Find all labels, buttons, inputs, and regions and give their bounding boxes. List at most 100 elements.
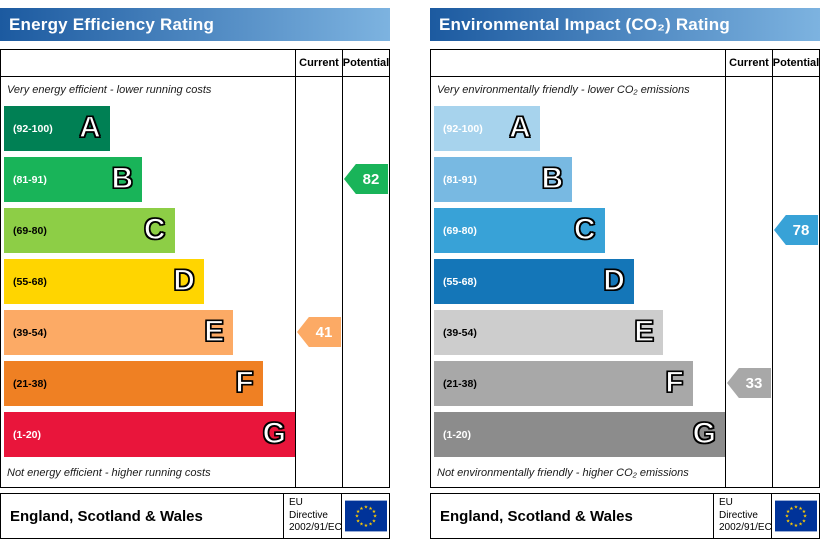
energy-region-label: England, Scotland & Wales [10, 507, 203, 525]
co2-band-bar-g: (1-20) G [434, 412, 725, 457]
co2-current-column-header: Current [725, 50, 772, 77]
svg-text:★: ★ [359, 506, 364, 512]
eu-flag-icon: ★ ★ ★★ ★★ ★★ ★★ ★★ [344, 500, 387, 532]
co2-potential-column: 78 [772, 77, 819, 487]
co2-potential-pointer: 78 [774, 215, 818, 245]
energy-potential-column: 82 [342, 77, 389, 487]
energy-band-bar-g: (1-20) G [4, 412, 295, 457]
band-range-label: (21-38) [443, 377, 477, 390]
svg-text:★: ★ [793, 523, 798, 529]
band-letter: E [204, 314, 225, 348]
energy-footer: England, Scotland & Wales EU Directive 2… [0, 493, 390, 539]
svg-text:★: ★ [798, 506, 803, 512]
svg-text:★: ★ [355, 518, 360, 524]
eu-directive-line1: EU Directive [289, 497, 328, 521]
band-letter: C [573, 212, 596, 246]
co2-eu-directive: EU Directive 2002/91/EC [713, 494, 772, 538]
band-letter: F [235, 365, 255, 399]
co2-chart-title: Environmental Impact (CO₂) Rating [430, 8, 820, 41]
eu-directive-line2: 2002/91/EC [719, 522, 772, 534]
co2-potential-value: 78 [792, 221, 810, 239]
band-range-label: (39-54) [443, 326, 477, 339]
band-letter: C [143, 212, 166, 246]
band-range-label: (92-100) [13, 122, 53, 135]
band-letter: B [111, 161, 134, 195]
energy-band-bar-a: (92-100) A [4, 106, 110, 151]
svg-text:★: ★ [801, 509, 806, 515]
energy-header-spacer [1, 50, 295, 77]
svg-text:★: ★ [371, 509, 376, 515]
energy-band-bar-b: (81-91) B [4, 157, 143, 202]
svg-text:★: ★ [363, 523, 368, 529]
co2-eu-flag-cell: ★ ★ ★ ★ ★ ★ ★ ★ ★ ★ ★ ★ [771, 494, 819, 538]
band-range-label: (1-20) [443, 428, 472, 441]
energy-band-bar-c: (69-80) C [4, 208, 175, 253]
co2-potential-column-header: Potential [772, 50, 819, 77]
co2-band-bar-b: (81-91) B [434, 157, 573, 202]
svg-text:★: ★ [368, 522, 373, 528]
band-row-a: (92-100) A [431, 103, 725, 154]
energy-current-column-header: Current [295, 50, 342, 77]
band-row-g: (1-20) G [1, 409, 295, 460]
co2-current-value: 33 [745, 374, 763, 392]
energy-band-bar-f: (21-38) F [4, 361, 263, 406]
band-letter: A [509, 110, 532, 144]
band-letter: G [692, 416, 717, 450]
band-range-label: (21-38) [13, 377, 47, 390]
band-row-f: (21-38) F [1, 358, 295, 409]
band-range-label: (81-91) [443, 173, 477, 186]
energy-band-bar-d: (55-68) D [4, 259, 204, 304]
co2-current-column: 33 [725, 77, 772, 487]
band-range-label: (69-80) [443, 224, 477, 237]
co2-region-label: England, Scotland & Wales [440, 507, 633, 525]
band-range-label: (69-80) [13, 224, 47, 237]
band-letter: F [665, 365, 685, 399]
band-row-a: (92-100) A [1, 103, 295, 154]
energy-current-value: 41 [315, 323, 333, 341]
svg-text:★: ★ [363, 505, 368, 511]
svg-text:★: ★ [372, 514, 377, 520]
band-row-b: (81-91) B [431, 154, 725, 205]
co2-band-bar-c: (69-80) C [434, 208, 605, 253]
energy-top-note: Very energy efficient - lower running co… [7, 84, 212, 96]
svg-text:★: ★ [354, 514, 359, 520]
band-row-f: (21-38) F [431, 358, 725, 409]
co2-band-bar-f: (21-38) F [434, 361, 693, 406]
co2-bands-area: Very environmentally friendly - lower CO… [431, 77, 725, 487]
svg-text:★: ★ [785, 509, 790, 515]
eu-directive-line1: EU Directive [719, 497, 758, 521]
band-range-label: (92-100) [443, 122, 483, 135]
energy-efficiency-chart: Energy Efficiency Rating Current Potenti… [0, 8, 390, 539]
energy-potential-value: 82 [362, 170, 380, 188]
environmental-impact-chart: Environmental Impact (CO₂) Rating Curren… [430, 8, 820, 539]
band-row-d: (55-68) D [1, 256, 295, 307]
svg-text:★: ★ [789, 506, 794, 512]
band-row-e: (39-54) E [1, 307, 295, 358]
co2-current-pointer: 33 [727, 368, 771, 398]
energy-band-bar-e: (39-54) E [4, 310, 234, 355]
band-letter: D [173, 263, 196, 297]
band-range-label: (55-68) [13, 275, 47, 288]
co2-bottom-note: Not environmentally friendly - higher CO… [437, 467, 689, 479]
band-range-label: (55-68) [443, 275, 477, 288]
band-range-label: (81-91) [13, 173, 47, 186]
band-row-g: (1-20) G [431, 409, 725, 460]
band-letter: E [634, 314, 655, 348]
co2-band-bar-e: (39-54) E [434, 310, 664, 355]
band-letter: D [603, 263, 626, 297]
svg-text:★: ★ [355, 509, 360, 515]
svg-text:★: ★ [359, 522, 364, 528]
energy-eu-directive: EU Directive 2002/91/EC [283, 494, 342, 538]
band-row-b: (81-91) B [1, 154, 295, 205]
band-row-e: (39-54) E [431, 307, 725, 358]
band-range-label: (1-20) [13, 428, 42, 441]
svg-text:★: ★ [785, 518, 790, 524]
svg-text:★: ★ [798, 522, 803, 528]
band-letter: B [541, 161, 564, 195]
energy-bands-area: Very energy efficient - lower running co… [1, 77, 295, 487]
eu-directive-line2: 2002/91/EC [289, 522, 342, 534]
band-row-d: (55-68) D [431, 256, 725, 307]
energy-potential-pointer: 82 [344, 164, 388, 194]
energy-chart-title: Energy Efficiency Rating [0, 8, 390, 41]
